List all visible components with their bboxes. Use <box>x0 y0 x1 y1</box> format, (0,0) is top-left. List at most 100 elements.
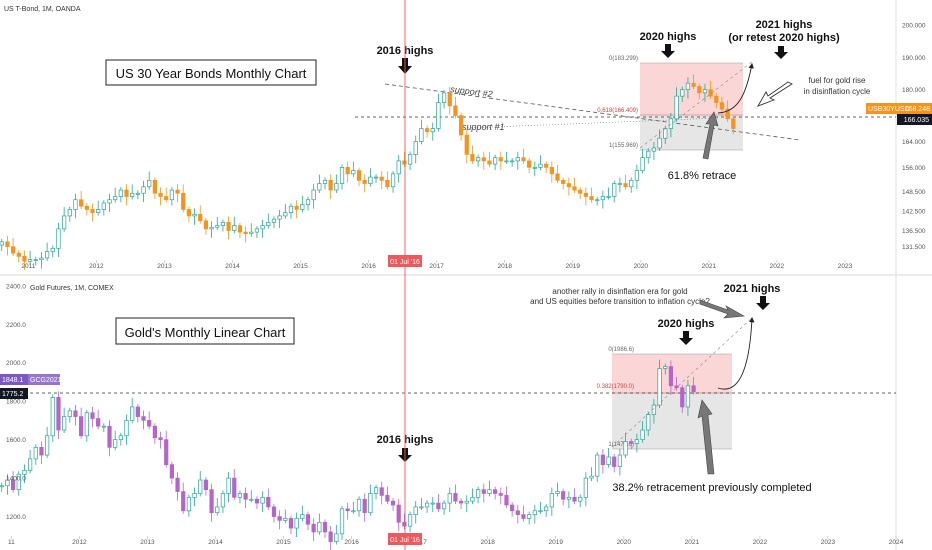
gold-candle-body <box>62 416 67 431</box>
bond-date-marker-text: 01 Jul '16 <box>390 259 420 266</box>
bond-candle <box>419 119 424 145</box>
bond-candle <box>260 219 265 238</box>
gold-candle <box>589 467 594 482</box>
bond-candle-body <box>56 228 61 249</box>
gold-date-marker-tag <box>388 533 422 545</box>
bond-candle <box>39 252 44 269</box>
bond-candle-body <box>62 215 67 230</box>
gold-candle <box>544 503 549 517</box>
gold-candle-body <box>578 496 583 502</box>
bond-candle <box>385 171 390 190</box>
gold-candle <box>169 461 174 485</box>
bond-candle-body <box>186 209 192 217</box>
bond-candle-body <box>487 160 492 165</box>
bond-candle-body <box>373 176 379 179</box>
gold-price-tick: 2200.0 <box>6 322 26 329</box>
gold-candle-body <box>322 521 328 533</box>
gold-candle-body <box>379 487 384 496</box>
bond-fib-mid-label: 0.618(166.409) <box>597 108 638 114</box>
gold-candle <box>600 449 605 474</box>
bond-candle-body <box>198 213 203 222</box>
bond-time-tick: 2017 <box>429 263 444 270</box>
gold-price-tag-value: 1848.1 <box>2 377 24 384</box>
gold-candle <box>685 379 691 416</box>
gold-candle-body <box>527 514 532 519</box>
bond-time-tick: 2022 <box>770 263 785 270</box>
bond-candle <box>209 221 214 238</box>
gold-time-axis: 1120122013201420152016201720182019202020… <box>8 536 904 546</box>
bond-time-tick: 2014 <box>225 263 240 270</box>
bond-candle <box>544 161 549 174</box>
gold-candle <box>96 409 101 430</box>
gold-candle-body <box>566 496 571 500</box>
gold-candle <box>668 360 674 395</box>
gold-candle-body <box>254 498 260 504</box>
gold-candle <box>124 414 129 445</box>
bond-candle-body <box>702 89 708 94</box>
bond-price-tick: 200.000 <box>902 22 926 29</box>
gold-candle-body <box>521 514 526 519</box>
bond-candle-body <box>243 231 248 235</box>
bond-time-tick: 2023 <box>838 263 853 270</box>
gold-candle <box>441 500 447 515</box>
bond-candle-body <box>617 183 622 185</box>
bond-candle-body <box>84 205 89 210</box>
bond-candle-body <box>566 183 571 188</box>
bond-candle <box>130 184 135 200</box>
gold-candle <box>90 406 95 428</box>
gold-candle <box>243 487 248 509</box>
gold-candle <box>436 494 441 512</box>
gold-candle-body <box>249 498 254 501</box>
bond-price-tick: 142.500 <box>902 209 926 216</box>
gold-candle-body <box>73 410 78 417</box>
bond-price-tag-value: 168.248 <box>905 106 930 113</box>
gold-candle <box>186 494 192 517</box>
bond-candle-body <box>322 179 328 184</box>
bond-time-tick: 2012 <box>89 263 104 270</box>
gold-candle <box>674 376 679 391</box>
gold-price-tick: 2000.0 <box>6 360 26 367</box>
bond-candle-body <box>407 154 413 165</box>
bond-candle <box>152 177 157 200</box>
bond-candle <box>243 226 248 243</box>
gold-candle <box>504 486 509 508</box>
gold-candle-body <box>356 498 362 512</box>
bond-candle-body <box>668 118 674 129</box>
gold-candle-body <box>373 487 379 494</box>
bond-candle-body <box>317 183 322 191</box>
gold-price-tick: 1400.0 <box>6 476 26 483</box>
bond-2021-highs-label: 2021 highs <box>756 19 813 31</box>
bond-candle-body <box>141 186 146 194</box>
gold-candle-body <box>436 502 441 510</box>
bond-candle <box>22 250 27 271</box>
gold-candle <box>328 525 333 550</box>
bond-candle-body <box>481 157 486 162</box>
gold-projection-arrow <box>717 316 755 390</box>
bond-candle <box>708 80 713 100</box>
gold-candle <box>101 423 106 433</box>
gold-candle <box>84 409 89 442</box>
bond-projection-arrow <box>717 62 754 114</box>
bond-candle <box>203 217 209 235</box>
gold-candle <box>16 471 21 496</box>
bond-candle <box>266 213 271 229</box>
bond-candle <box>118 187 123 203</box>
gold-candle-body <box>617 454 622 467</box>
gold-candle <box>311 518 316 541</box>
bond-candle <box>640 148 645 174</box>
bond-level-tag <box>897 114 932 125</box>
bond-candle <box>617 177 622 193</box>
bond-candle-body <box>339 167 345 184</box>
gold-candle <box>549 487 554 516</box>
bond-candle-body <box>10 246 16 254</box>
bond-candle-body <box>527 160 532 168</box>
bond-title-box <box>105 59 317 86</box>
gold-candle <box>527 511 532 525</box>
gold-candle-body <box>407 514 413 527</box>
bond-time-tick: 2013 <box>157 263 172 270</box>
gold-candle-body <box>118 435 123 440</box>
gold-candle <box>640 421 645 443</box>
bond-candle <box>424 125 430 138</box>
gold-candle-body <box>504 495 509 506</box>
bond-candle-body <box>203 220 209 230</box>
